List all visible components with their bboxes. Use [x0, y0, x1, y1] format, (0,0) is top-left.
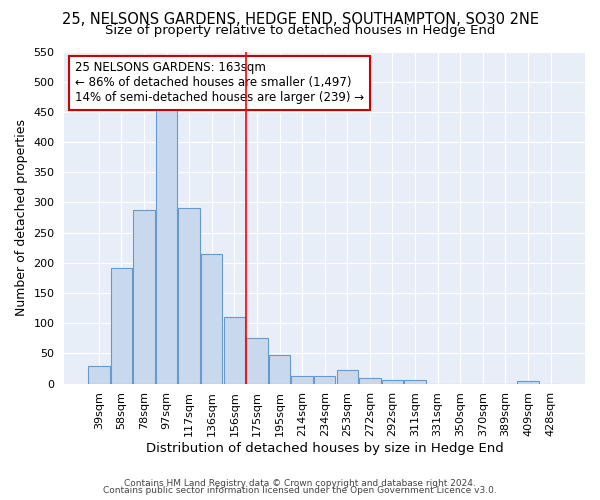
Bar	[517, 380, 539, 384]
Bar	[292, 376, 313, 384]
Text: 25 NELSONS GARDENS: 163sqm
← 86% of detached houses are smaller (1,497)
14% of s: 25 NELSONS GARDENS: 163sqm ← 86% of deta…	[75, 62, 364, 104]
Text: 25, NELSONS GARDENS, HEDGE END, SOUTHAMPTON, SO30 2NE: 25, NELSONS GARDENS, HEDGE END, SOUTHAMP…	[62, 12, 539, 28]
Text: Contains public sector information licensed under the Open Government Licence v3: Contains public sector information licen…	[103, 486, 497, 495]
Bar	[404, 380, 426, 384]
X-axis label: Distribution of detached houses by size in Hedge End: Distribution of detached houses by size …	[146, 442, 503, 455]
Bar	[224, 317, 245, 384]
Bar	[156, 108, 177, 384]
Text: Contains HM Land Registry data © Crown copyright and database right 2024.: Contains HM Land Registry data © Crown c…	[124, 478, 476, 488]
Y-axis label: Number of detached properties: Number of detached properties	[15, 119, 28, 316]
Bar	[88, 366, 110, 384]
Bar	[314, 376, 335, 384]
Bar	[246, 338, 268, 384]
Bar	[178, 208, 200, 384]
Text: Size of property relative to detached houses in Hedge End: Size of property relative to detached ho…	[105, 24, 495, 37]
Bar	[382, 380, 403, 384]
Bar	[337, 370, 358, 384]
Bar	[110, 268, 132, 384]
Bar	[269, 356, 290, 384]
Bar	[201, 254, 223, 384]
Bar	[133, 210, 155, 384]
Bar	[359, 378, 380, 384]
